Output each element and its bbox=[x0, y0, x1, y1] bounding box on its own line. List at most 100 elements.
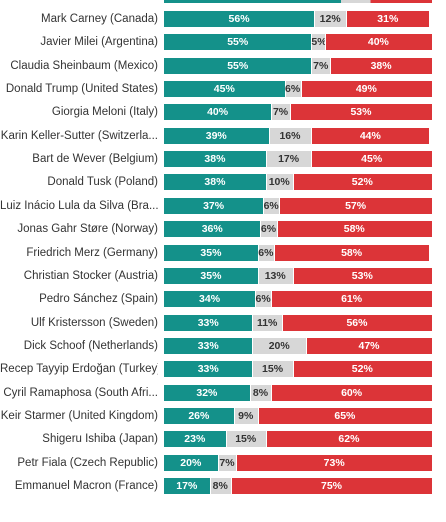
bar-disapprove bbox=[236, 454, 432, 471]
bar-neutral bbox=[314, 11, 347, 27]
value-label-disapprove: 53% bbox=[351, 269, 373, 282]
row-label: Mark Carney (Canada) bbox=[41, 13, 158, 25]
bar-neutral bbox=[225, 431, 266, 448]
bar-approve bbox=[164, 81, 285, 98]
value-label-disapprove: 45% bbox=[361, 153, 383, 166]
value-label-approve: 20% bbox=[180, 456, 202, 469]
value-label-disapprove: 49% bbox=[355, 83, 377, 96]
row-label: Petr Fiala (Czech Republic) bbox=[17, 456, 158, 469]
value-label-neutral: 17% bbox=[278, 153, 300, 166]
bar-neutral bbox=[249, 384, 272, 401]
bar-disapprove bbox=[292, 361, 432, 378]
value-label-approve: 38% bbox=[204, 153, 226, 166]
value-label-disapprove: 60% bbox=[341, 386, 363, 399]
value-label-disapprove: 61% bbox=[341, 293, 363, 306]
row-label: Jonas Gahr Støre (Norway) bbox=[17, 223, 158, 236]
value-label-approve: 33% bbox=[197, 316, 219, 329]
value-label-neutral: 13% bbox=[264, 269, 286, 282]
value-label-disapprove: 58% bbox=[343, 223, 365, 236]
bar-disapprove bbox=[292, 267, 432, 284]
value-label-neutral: 12% bbox=[319, 13, 341, 25]
bar-disapprove bbox=[279, 197, 432, 214]
value-label-neutral: 6% bbox=[258, 246, 274, 259]
bar-approve bbox=[164, 291, 256, 308]
bar-disapprove bbox=[306, 337, 432, 354]
value-label-neutral: 6% bbox=[263, 199, 279, 212]
value-label-approve: 33% bbox=[197, 363, 219, 376]
row-label: Dick Schoof (Netherlands) bbox=[23, 339, 158, 352]
value-label-neutral: 7% bbox=[219, 456, 235, 469]
bar-approve bbox=[164, 314, 253, 331]
bar-approve bbox=[164, 174, 266, 191]
row-label: Bart de Wever (Belgium) bbox=[32, 153, 158, 166]
bar-disapprove bbox=[311, 127, 430, 144]
value-label-approve: 35% bbox=[200, 246, 222, 259]
value-label-neutral: 7% bbox=[272, 106, 289, 119]
value-label-neutral: 20% bbox=[268, 339, 290, 352]
value-label-disapprove: 73% bbox=[323, 456, 345, 469]
bar-neutral bbox=[255, 291, 272, 308]
bar-approve bbox=[164, 431, 226, 448]
bar-approve bbox=[164, 221, 261, 238]
bar-neutral bbox=[257, 244, 274, 261]
value-label-disapprove: 75% bbox=[320, 480, 342, 492]
value-label-approve: 26% bbox=[188, 409, 210, 422]
bar-neutral bbox=[284, 81, 301, 98]
value-label-disapprove: 31% bbox=[377, 13, 399, 25]
bar-disapprove bbox=[276, 221, 432, 238]
value-label-approve: 34% bbox=[199, 293, 221, 306]
row-label: Luiz Inácio Lula da Silva (Bra... bbox=[0, 199, 158, 212]
bar-approve bbox=[164, 244, 258, 261]
bar-disapprove bbox=[292, 174, 432, 191]
bar-neutral bbox=[257, 267, 293, 284]
row-label: Emmanuel Macron (France) bbox=[14, 480, 158, 492]
value-label-approve: 45% bbox=[213, 83, 235, 96]
bar-approve bbox=[164, 454, 218, 471]
bar-approve bbox=[164, 11, 315, 27]
bar-disapprove bbox=[265, 431, 432, 448]
value-label-disapprove: 44% bbox=[359, 129, 381, 142]
bar-disapprove bbox=[271, 291, 432, 308]
bar-neutral bbox=[233, 407, 258, 424]
bar-disapprove bbox=[346, 11, 430, 27]
value-label-neutral: 6% bbox=[255, 293, 271, 306]
bar-approve bbox=[164, 151, 266, 168]
value-label-disapprove: 56% bbox=[346, 316, 368, 329]
row-label: Pedro Sánchez (Spain) bbox=[39, 293, 158, 306]
value-label-disapprove: 58% bbox=[341, 246, 363, 259]
bar-neutral bbox=[252, 337, 307, 354]
value-label-approve: 56% bbox=[228, 13, 250, 25]
value-label-approve: 55% bbox=[227, 36, 249, 49]
bar-neutral bbox=[271, 104, 290, 121]
bar-approve bbox=[164, 384, 250, 401]
row-label: Friedrich Merz (Germany) bbox=[26, 246, 158, 259]
value-label-disapprove: 38% bbox=[370, 59, 392, 72]
row-label: Claudia Sheinbaum (Mexico) bbox=[10, 59, 158, 72]
bar-approve bbox=[164, 34, 312, 51]
bar-approve bbox=[164, 337, 253, 354]
bar-approve bbox=[164, 127, 269, 144]
bar-disapprove bbox=[273, 244, 430, 261]
row-label: Recep Tayyip Erdoğan (Turkey) bbox=[0, 363, 158, 376]
value-label-disapprove: 62% bbox=[338, 433, 360, 446]
bar-neutral bbox=[252, 314, 282, 331]
value-label-neutral: 8% bbox=[252, 386, 269, 399]
value-label-approve: 23% bbox=[184, 433, 206, 446]
value-label-neutral: 11% bbox=[256, 316, 278, 329]
bar-neutral bbox=[217, 454, 237, 471]
bar-approve bbox=[164, 478, 210, 494]
row-label: Javier Milei (Argentina) bbox=[40, 36, 158, 49]
value-label-disapprove: 40% bbox=[367, 36, 389, 49]
bar-approve bbox=[164, 407, 234, 424]
bar-neutral bbox=[311, 34, 325, 51]
value-label-neutral: 15% bbox=[235, 433, 257, 446]
value-label-disapprove: 47% bbox=[358, 339, 380, 352]
value-label-approve: 40% bbox=[207, 106, 229, 119]
row-label: Shigeru Ishiba (Japan) bbox=[42, 433, 158, 446]
value-label-approve: 37% bbox=[203, 199, 225, 212]
value-label-approve: 36% bbox=[201, 223, 223, 236]
bar-disapprove bbox=[300, 81, 432, 98]
value-label-disapprove: 52% bbox=[351, 176, 373, 189]
value-label-neutral: 5% bbox=[311, 36, 327, 49]
